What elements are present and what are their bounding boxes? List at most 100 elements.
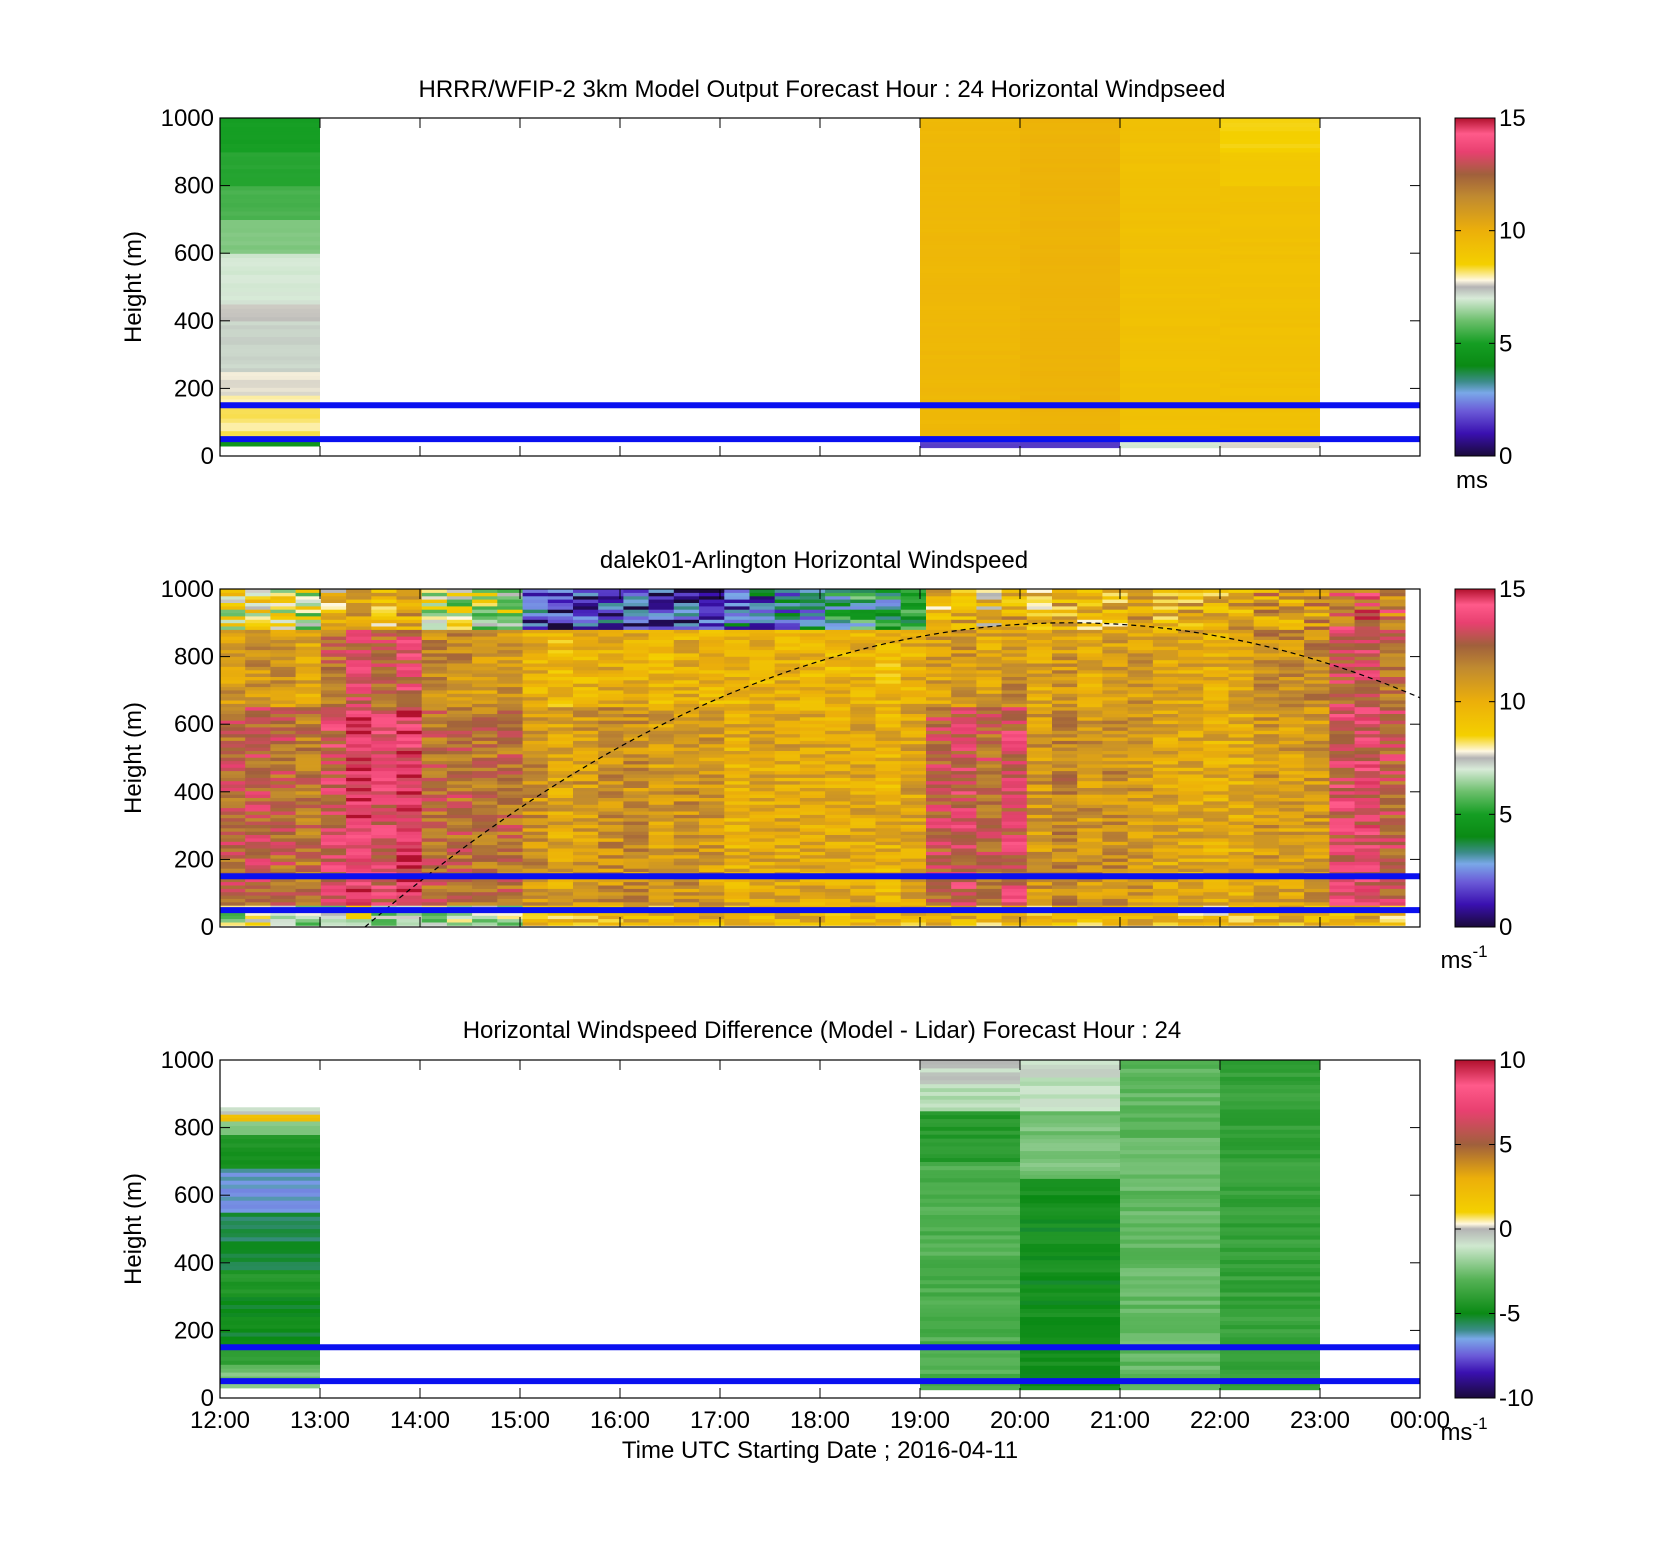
heatmap-cell bbox=[749, 864, 776, 869]
heatmap-cell bbox=[1278, 814, 1305, 819]
heatmap-cell bbox=[799, 817, 826, 822]
heatmap-cell bbox=[245, 831, 271, 835]
heatmap-cell bbox=[1253, 757, 1280, 762]
heatmap-cell bbox=[623, 595, 650, 600]
heatmap-cell bbox=[1052, 595, 1078, 600]
heatmap-cell bbox=[446, 824, 473, 829]
heatmap-cell bbox=[825, 626, 851, 630]
heatmap-cell bbox=[799, 632, 826, 637]
heatmap-cell bbox=[371, 612, 397, 617]
heatmap-cell bbox=[799, 639, 826, 644]
heatmap-cell bbox=[1253, 693, 1280, 698]
heatmap-cell bbox=[598, 787, 624, 792]
heatmap-cell bbox=[1228, 777, 1255, 782]
heatmap-cell bbox=[926, 770, 952, 775]
heatmap-cell bbox=[951, 689, 977, 694]
heatmap-cell bbox=[371, 854, 397, 859]
heatmap-cell bbox=[1001, 901, 1028, 906]
heatmap-cell bbox=[1354, 905, 1381, 909]
heatmap-cell bbox=[220, 713, 246, 718]
heatmap-cell bbox=[699, 689, 725, 694]
heatmap-cell bbox=[421, 911, 448, 916]
heatmap-cell bbox=[1052, 905, 1078, 909]
heatmap-cell bbox=[799, 770, 826, 775]
heatmap-cell bbox=[573, 777, 599, 782]
heatmap-cell bbox=[976, 612, 1003, 617]
heatmap-cell bbox=[926, 599, 952, 603]
heatmap-cell bbox=[1329, 599, 1356, 603]
heatmap-cell bbox=[1152, 589, 1179, 593]
heatmap-cell bbox=[320, 609, 347, 614]
heatmap-cell bbox=[920, 354, 1020, 359]
heatmap-cell bbox=[270, 911, 297, 916]
heatmap-cell bbox=[371, 797, 397, 802]
heatmap-cell bbox=[1220, 242, 1320, 247]
heatmap-cell bbox=[673, 602, 700, 607]
heatmap-cell bbox=[472, 720, 498, 725]
heatmap-cell bbox=[1077, 861, 1103, 866]
heatmap-cell bbox=[951, 854, 977, 859]
heatmap-cell bbox=[472, 589, 498, 593]
heatmap-cell bbox=[951, 915, 977, 920]
heatmap-cell bbox=[421, 784, 448, 788]
heatmap-cell bbox=[1278, 737, 1305, 741]
heatmap-cell bbox=[320, 817, 347, 822]
heatmap-cell bbox=[522, 595, 549, 600]
heatmap-cell bbox=[1203, 619, 1229, 624]
heatmap-cell bbox=[1178, 814, 1204, 819]
heatmap-cell bbox=[976, 814, 1003, 819]
heatmap-cell bbox=[699, 676, 725, 681]
heatmap-cell bbox=[220, 794, 246, 798]
heatmap-cell bbox=[1001, 605, 1028, 610]
heatmap-cell bbox=[522, 854, 549, 859]
heatmap-cell bbox=[295, 710, 322, 714]
heatmap-cell bbox=[1203, 646, 1229, 651]
heatmap-cell bbox=[1253, 848, 1280, 852]
heatmap-cell bbox=[598, 720, 624, 725]
heatmap-cell bbox=[825, 663, 851, 667]
heatmap-cell bbox=[1178, 831, 1204, 835]
heatmap-cell bbox=[1253, 763, 1280, 768]
heatmap-cell bbox=[472, 760, 498, 765]
heatmap-cell bbox=[295, 851, 322, 856]
heatmap-cell bbox=[220, 848, 246, 852]
heatmap-cell bbox=[573, 844, 599, 849]
heatmap-cell bbox=[926, 844, 952, 849]
heatmap-cell bbox=[724, 733, 750, 738]
heatmap-cell bbox=[825, 834, 851, 839]
heatmap-cell bbox=[1152, 716, 1179, 721]
heatmap-cell bbox=[1152, 599, 1179, 603]
heatmap-cell bbox=[951, 824, 977, 829]
heatmap-cell bbox=[220, 398, 320, 403]
heatmap-cell bbox=[270, 703, 297, 708]
heatmap-cell bbox=[270, 858, 297, 862]
heatmap-cell bbox=[1020, 427, 1120, 433]
heatmap-cell bbox=[1077, 626, 1103, 630]
heatmap-cell bbox=[1304, 700, 1330, 704]
heatmap-cell bbox=[1203, 774, 1229, 778]
heatmap-cell bbox=[446, 891, 473, 896]
heatmap-cell bbox=[1001, 700, 1028, 704]
heatmap-cell bbox=[623, 868, 650, 872]
heatmap-cell bbox=[1304, 656, 1330, 661]
heatmap-cell bbox=[1253, 656, 1280, 661]
heatmap-cell bbox=[320, 592, 347, 597]
heatmap-cell bbox=[270, 821, 297, 825]
heatmap-cell bbox=[926, 743, 952, 748]
heatmap-cell bbox=[1127, 589, 1154, 593]
heatmap-cell bbox=[346, 888, 372, 893]
heatmap-cell bbox=[1278, 716, 1305, 721]
heatmap-cell bbox=[472, 780, 498, 785]
heatmap-cell bbox=[774, 730, 801, 735]
heatmap-cell bbox=[573, 921, 599, 926]
heatmap-cell bbox=[774, 656, 801, 661]
heatmap-cell bbox=[1228, 888, 1255, 893]
heatmap-cell bbox=[1220, 177, 1320, 182]
heatmap-cell bbox=[875, 767, 902, 772]
heatmap-cell bbox=[749, 901, 776, 906]
heatmap-cell bbox=[1001, 814, 1028, 819]
heatmap-cell bbox=[1052, 629, 1078, 634]
heatmap-cell bbox=[270, 774, 297, 778]
heatmap-cell bbox=[573, 770, 599, 775]
heatmap-cell bbox=[220, 244, 320, 250]
